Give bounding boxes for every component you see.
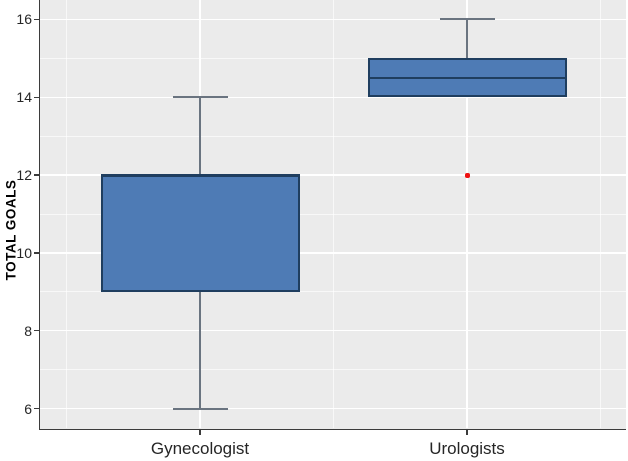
y-tick-label: 8 <box>24 322 32 339</box>
y-tick-mark <box>33 18 39 21</box>
upper-whisker-cap-gynecologist <box>172 96 228 99</box>
x-tick-mark <box>199 430 201 435</box>
median-line-gynecologist <box>100 174 300 177</box>
y-tick-mark <box>33 96 39 99</box>
x-tick-label: Gynecologist <box>150 439 250 458</box>
y-axis-line <box>38 0 40 430</box>
y-tick-mark <box>33 329 39 332</box>
median-line-urologists <box>367 76 567 79</box>
y-axis-title: TOTAL GOALS <box>3 179 19 281</box>
x-tick-label: Urologists <box>429 439 505 458</box>
plot-panel <box>40 0 626 429</box>
outlier-point-urologists <box>464 172 470 178</box>
box-gynecologist <box>100 175 300 292</box>
y-tick-label: 12 <box>16 167 32 184</box>
upper-whisker-gynecologist <box>199 97 201 176</box>
upper-whisker-urologists <box>466 19 468 59</box>
gridline-major-vertical <box>466 0 468 428</box>
gridline-minor-vertical <box>600 0 601 428</box>
y-tick-label: 16 <box>16 11 32 28</box>
y-tick-label: 6 <box>24 400 32 417</box>
x-axis-line <box>38 428 626 430</box>
x-tick-mark <box>466 430 468 435</box>
y-tick-label: 10 <box>16 244 32 261</box>
y-tick-mark <box>33 252 39 254</box>
y-tick-label: 14 <box>16 89 32 106</box>
y-tick-mark <box>33 407 39 410</box>
gridline-minor-vertical <box>333 0 334 428</box>
upper-whisker-cap-urologists <box>439 18 495 21</box>
lower-whisker-gynecologist <box>199 291 201 409</box>
lower-whisker-cap-gynecologist <box>172 407 228 410</box>
gridline-minor-vertical <box>66 0 67 428</box>
y-tick-mark <box>33 174 39 176</box>
